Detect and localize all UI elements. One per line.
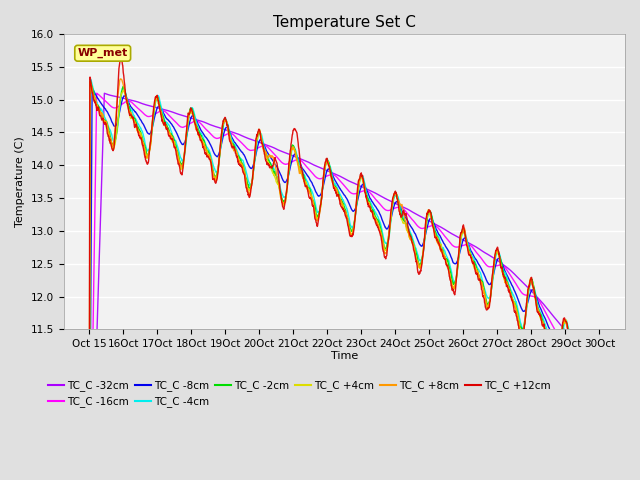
Legend: TC_C -32cm, TC_C -16cm, TC_C -8cm, TC_C -4cm, TC_C -2cm, TC_C +4cm, TC_C +8cm, T: TC_C -32cm, TC_C -16cm, TC_C -8cm, TC_C … [44, 376, 555, 411]
Text: WP_met: WP_met [77, 48, 128, 59]
Title: Temperature Set C: Temperature Set C [273, 15, 416, 30]
X-axis label: Time: Time [331, 350, 358, 360]
Y-axis label: Temperature (C): Temperature (C) [15, 136, 25, 227]
